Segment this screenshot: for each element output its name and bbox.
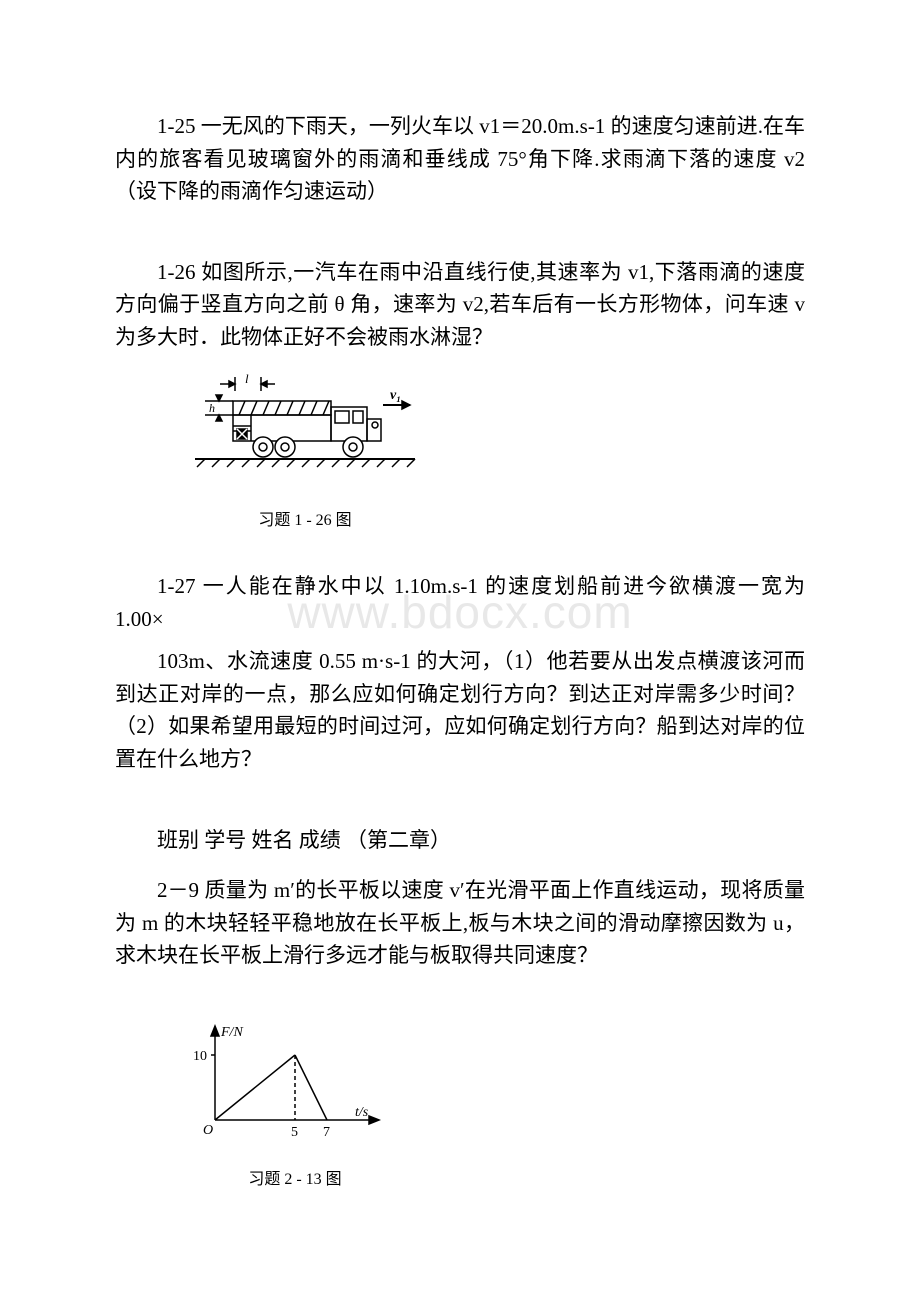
problem-1-27-a: 1-27 一人能在静水中以 1.10m.s-1 的速度划船前进今欲横渡一宽为 1… [115,570,805,635]
label-l: l [245,371,249,386]
figure-1-26: l h [185,371,805,530]
label-v1: v₁ [390,388,401,403]
truck-diagram: l h [185,371,425,491]
problem-text: 2－9 质量为 m′的长平板以速度 v′在光滑平面上作直线运动，现将质量为 m … [115,878,805,967]
problem-1-26: 1-26 如图所示,一汽车在雨中沿直线行使,其速率为 v1,下落雨滴的速度方向偏… [115,256,805,354]
y-axis-label: F/N [220,1025,243,1040]
label-h: h [209,401,215,415]
figure-caption: 习题 1 - 26 图 [185,506,425,530]
problem-text: 1-27 一人能在静水中以 1.10m.s-1 的速度划船前进今欲横渡一宽为 1… [115,574,805,631]
chapter-2-header: 班别 学号 姓名 成绩 （第二章） [115,824,805,857]
force-time-graph: 10 5 7 F/N t/s O [185,1020,405,1150]
figure-caption: 习题 2 - 13 图 [185,1165,405,1189]
x-tick-7: 7 [323,1125,330,1140]
y-tick-10: 10 [193,1049,207,1064]
problem-1-25: 1-25 一无风的下雨天，一列火车以 v1＝20.0m.s-1 的速度匀速前进.… [115,110,805,208]
document-content: 1-25 一无风的下雨天，一列火车以 v1＝20.0m.s-1 的速度匀速前进.… [115,110,805,1189]
problem-2-9: 2－9 质量为 m′的长平板以速度 v′在光滑平面上作直线运动，现将质量为 m … [115,874,805,972]
origin-label: O [203,1123,213,1138]
figure-2-13: 10 5 7 F/N t/s O 习题 2 - 13 图 [185,1020,805,1189]
problem-text: 1-25 一无风的下雨天，一列火车以 v1＝20.0m.s-1 的速度匀速前进.… [115,114,805,203]
problem-1-27-b: 103m、水流速度 0.55 m·s-1 的大河，（1）他若要从出发点横渡该河而… [115,645,805,775]
problem-text: 1-26 如图所示,一汽车在雨中沿直线行使,其速率为 v1,下落雨滴的速度方向偏… [115,260,805,349]
problem-text: 103m、水流速度 0.55 m·s-1 的大河，（1）他若要从出发点横渡该河而… [115,649,805,771]
x-tick-5: 5 [291,1125,298,1140]
header-text: 班别 学号 姓名 成绩 （第二章） [157,828,451,852]
x-axis-label: t/s [355,1105,369,1120]
